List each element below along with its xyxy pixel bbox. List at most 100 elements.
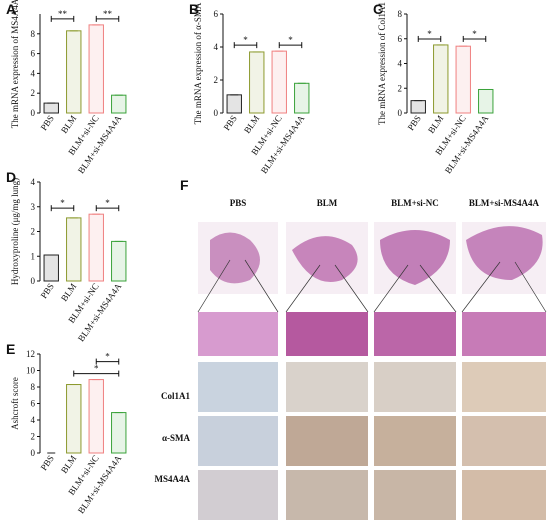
tissue [210,232,260,284]
ihc [286,470,368,520]
bar [66,30,82,114]
he-zoom [462,312,546,356]
panel-label: B [189,1,199,17]
tissue [380,230,450,285]
sig-label: * [105,198,110,208]
y-tick-label: 6 [398,34,403,44]
y-tick-label: 2 [398,83,403,93]
x-tick-label: PBS [222,113,239,132]
bar [43,254,59,282]
y-tick-label: 6 [31,399,36,409]
y-tick-label: 4 [214,42,219,52]
x-tick-label: BLM [59,113,78,135]
bar [88,24,104,114]
panel-label: F [180,177,189,193]
y-tick-label: 0 [31,448,36,458]
sig-label: * [472,29,477,39]
ihc [374,416,456,466]
y-axis-label: The mRNA expression of Col1A1 [377,2,387,125]
y-tick-label: 8 [31,382,36,392]
ihc [462,362,546,412]
bar [66,384,82,454]
ihc [286,416,368,466]
y-tick-label: 2 [31,432,36,442]
y-axis-label: Hydroxyproline (μg/mg lung) [10,178,20,285]
ihc [286,362,368,412]
bar [66,217,82,282]
bar [249,51,265,114]
y-axis-label: The mRNA expression of α-SMA [193,2,203,124]
row-label: Col1A1 [161,391,190,401]
ihc [462,416,546,466]
bar [111,240,127,282]
sig-label: ** [58,9,68,19]
y-axis-label: Ashcroft score [10,377,20,430]
column-label: BLM+si-MS4A4A [469,198,540,208]
bar [226,94,242,114]
column-label: PBS [230,198,247,208]
x-tick-label: PBS [39,453,56,472]
tissue [292,236,358,282]
bar [111,412,127,454]
y-tick-label: 0 [31,108,36,118]
bar [455,45,471,114]
ihc [374,470,456,520]
y-tick-label: 2 [214,75,219,85]
x-tick-label: BLM [426,113,445,135]
he-zoom [198,312,278,356]
y-tick-label: 8 [398,9,403,19]
column-label: BLM [317,198,338,208]
tissue [466,226,543,280]
bar [111,94,127,114]
ihc [198,416,278,466]
bar [410,100,426,114]
panel-label: C [373,1,383,17]
x-tick-label: PBS [39,281,56,300]
panel-label: A [6,1,16,17]
ihc [198,470,278,520]
y-tick-label: 0 [214,108,219,118]
sig-label: * [243,35,248,45]
y-tick-label: 12 [26,349,35,359]
sig-label: * [60,198,65,208]
ihc [198,362,278,412]
sig-label: * [94,364,99,374]
ihc [374,362,456,412]
y-tick-label: 4 [31,177,36,187]
sig-label: * [427,29,432,39]
bar [43,102,59,114]
x-tick-label: BLM [242,113,261,135]
bar [478,88,494,114]
y-tick-label: 4 [398,59,403,69]
y-tick-label: 1 [31,251,36,261]
panel-label: E [6,341,15,357]
bar [271,50,287,114]
y-tick-label: 6 [31,49,36,59]
y-tick-label: 10 [26,366,36,376]
y-tick-label: 0 [31,276,36,286]
sig-label: ** [103,9,113,19]
bar [433,44,449,114]
row-label: α-SMA [162,433,191,443]
panel-label: D [6,169,16,185]
bar [88,213,104,282]
sig-label: * [288,35,293,45]
y-tick-label: 6 [214,9,219,19]
y-tick-label: 4 [31,68,36,78]
zoom-lines [197,259,547,313]
x-tick-label: PBS [39,113,56,132]
he-zoom [286,312,368,356]
x-tick-label: BLM [59,281,78,303]
histology-panel [197,222,547,520]
ihc [462,470,546,520]
bar [88,379,104,454]
he-zoom [374,312,456,356]
x-tick-label: BLM [59,453,78,475]
x-tick-label: PBS [406,113,423,132]
y-tick-label: 2 [31,227,36,237]
y-axis-label: The mRNA expression of MS4A4A [10,0,20,128]
